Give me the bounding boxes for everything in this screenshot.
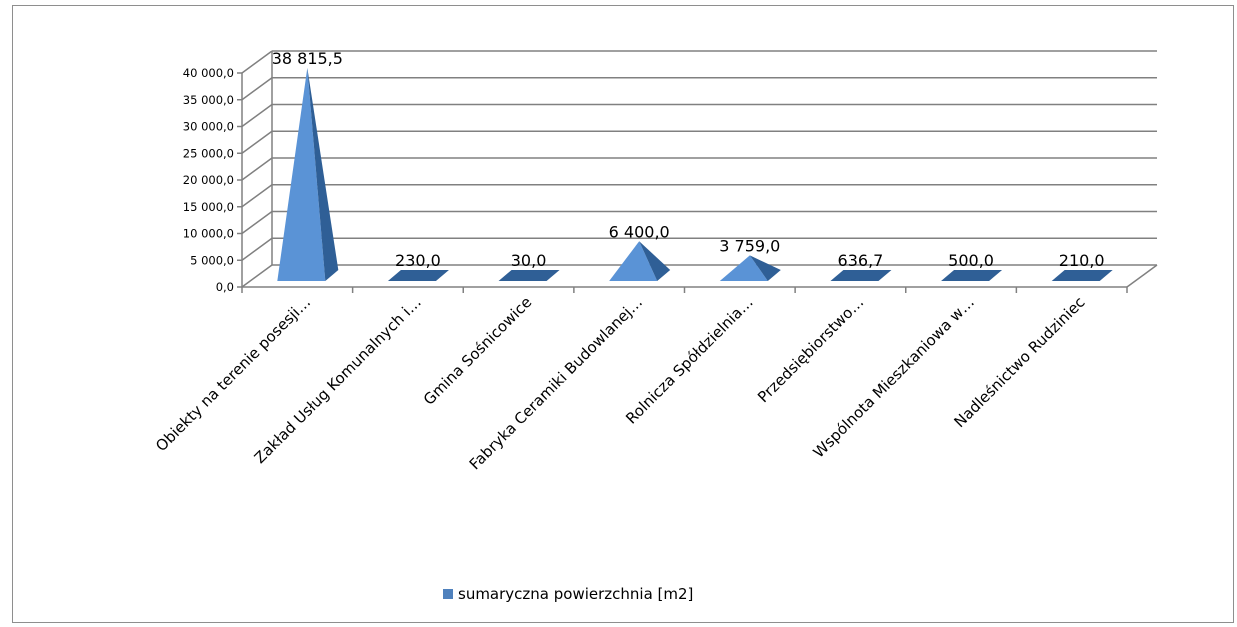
bar-face: [387, 270, 449, 281]
side-gridline: [241, 77, 273, 101]
bar-0: [277, 67, 339, 282]
y-tick-label: 40 000,0: [183, 66, 234, 80]
data-label: 38 815,5: [272, 49, 343, 68]
bar-face: [609, 241, 658, 281]
data-labels: 38 815,5 230,0 30,0 6 400,0 3 759,0 636,7 500,…: [272, 49, 1105, 270]
bar-face: [639, 241, 671, 281]
y-tick-label: 20 000,0: [183, 173, 234, 187]
bar-3: [609, 241, 671, 281]
data-label: 636,7: [838, 251, 884, 270]
data-label: 210,0: [1059, 251, 1105, 270]
data-label: 500,0: [948, 251, 994, 270]
floor-right-edge: [1126, 264, 1158, 288]
category-label: Przedsiębiorstwo…: [754, 293, 867, 406]
y-tick-label: 0,0: [216, 280, 234, 294]
legend-swatch: [443, 589, 453, 599]
side-gridline: [241, 50, 273, 74]
bar-face: [830, 270, 892, 281]
bar-face: [307, 67, 339, 282]
category-label: Nadleśnictwo Rudziniec: [951, 293, 1089, 431]
category-label: Gmina Sośnicowice: [420, 293, 536, 409]
side-gridline: [241, 237, 273, 261]
side-gridline: [241, 103, 273, 128]
category-label: Rolnicza Spółdzielnia…: [622, 293, 756, 427]
legend: sumaryczna powierzchnia [m2]: [443, 585, 693, 603]
bar-face: [719, 255, 768, 281]
y-tick-label: 25 000,0: [183, 146, 234, 160]
side-gridline: [241, 264, 273, 288]
bar-7: [1051, 270, 1113, 281]
legend-label: sumaryczna powierzchnia [m2]: [458, 585, 693, 603]
y-tick-label: 10 000,0: [183, 227, 234, 241]
y-tick-label: 30 000,0: [183, 120, 234, 134]
data-label: 3 759,0: [719, 236, 780, 255]
side-gridline: [241, 157, 273, 181]
side-gridline: [241, 210, 273, 235]
bar-5: [830, 270, 892, 281]
bar-2: [498, 270, 560, 281]
bar-1: [387, 270, 449, 281]
bar-face: [1051, 270, 1113, 281]
data-label: 230,0: [395, 251, 441, 270]
bar-face: [941, 270, 1003, 281]
bar-face: [749, 255, 781, 281]
side-gridline: [241, 184, 273, 208]
category-labels: Obiekty na terenie posesji…Zakład Usług …: [152, 293, 1088, 473]
bar-6: [941, 270, 1003, 281]
chart-frame: [12, 5, 1234, 623]
bars: [277, 67, 1113, 282]
y-tick-label: 35 000,0: [183, 93, 234, 107]
y-axis: 0,0 5 000,0 10 000,0 15 000,0 20 000,0 25 000…: [183, 66, 1128, 294]
bar-face: [277, 67, 326, 282]
y-tick-label: 15 000,0: [183, 200, 234, 214]
y-tick-label: 5 000,0: [190, 253, 234, 267]
bar-face: [498, 270, 560, 281]
side-gridline: [241, 130, 273, 154]
gridlines: [241, 50, 1158, 288]
category-label: Fabryka Ceramiki Budowlanej…: [466, 293, 646, 473]
bar-4: [719, 255, 781, 281]
data-label: 30,0: [511, 251, 547, 270]
data-label: 6 400,0: [609, 222, 670, 241]
